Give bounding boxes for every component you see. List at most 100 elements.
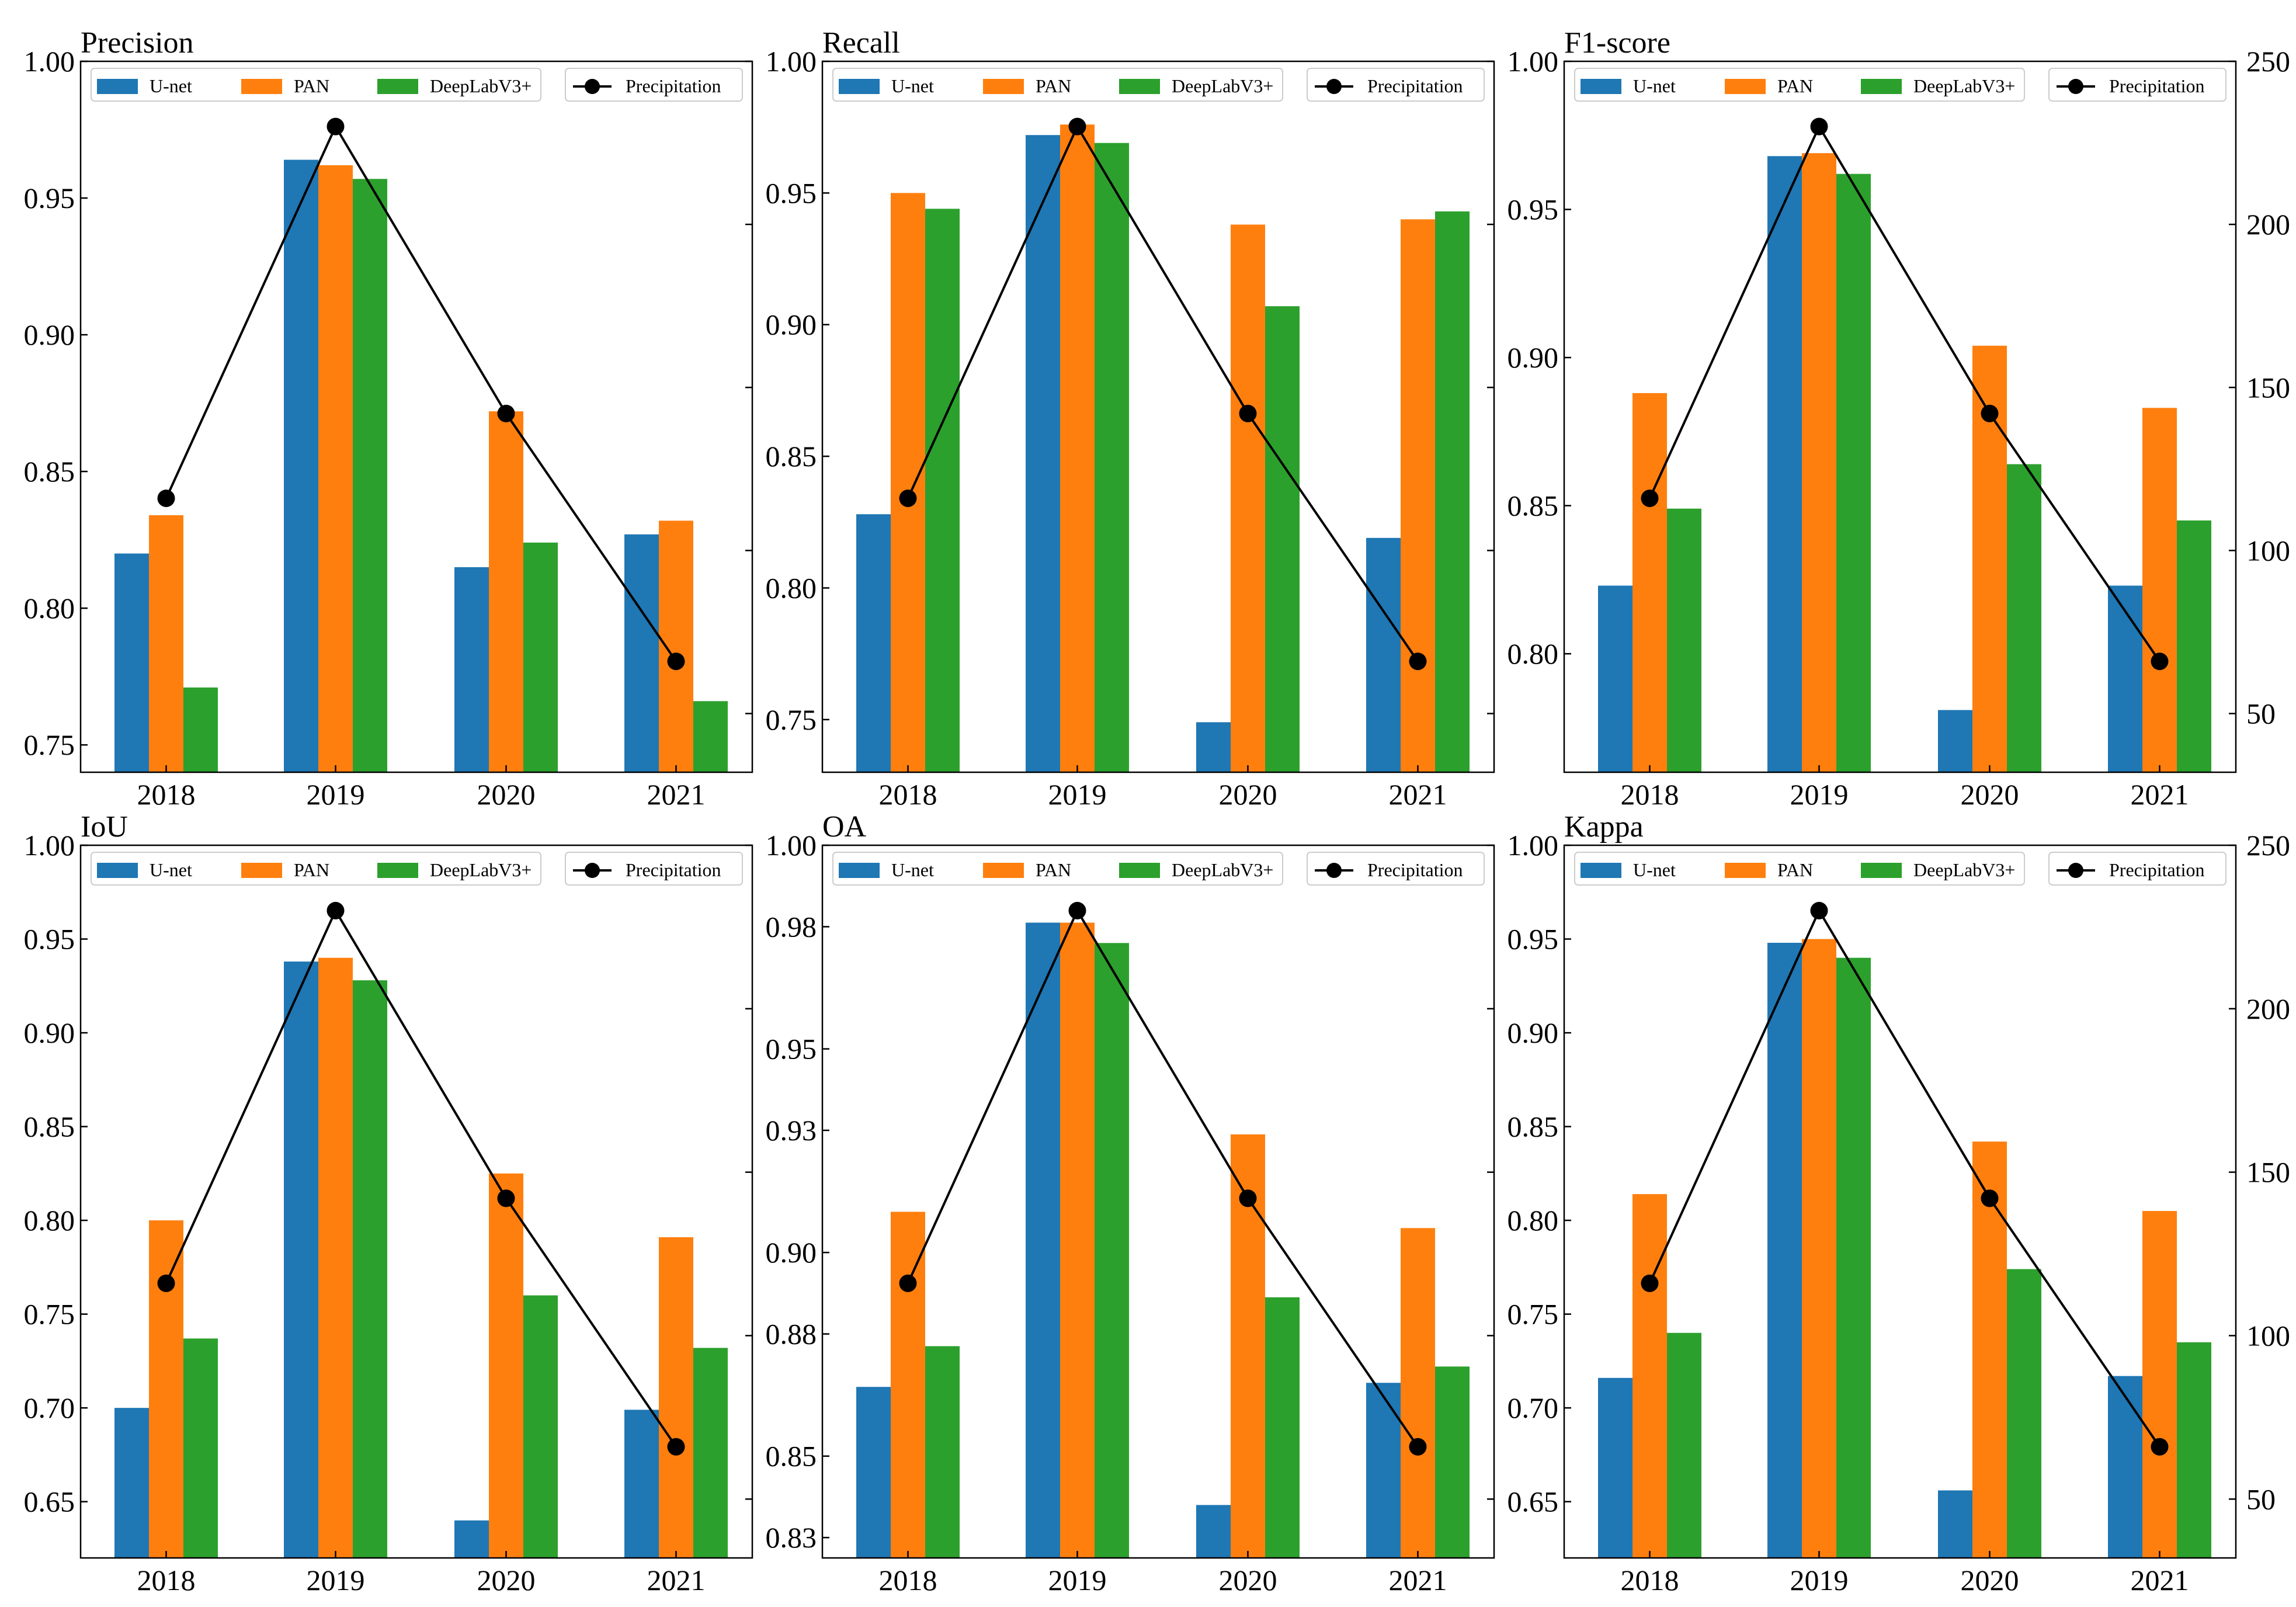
y-tick-label: 1.00 bbox=[1507, 45, 1559, 78]
precipitation-point-2019 bbox=[1810, 901, 1828, 919]
y2-tick-label: 100 bbox=[2246, 1319, 2290, 1352]
plot-frame bbox=[79, 844, 753, 1559]
x-tick-label: 2018 bbox=[1621, 778, 1679, 811]
legend-label: PAN bbox=[1036, 75, 1071, 96]
bar-unet-2019 bbox=[1767, 156, 1802, 773]
legend-marker-precipitation bbox=[585, 863, 600, 878]
legend-marker-precipitation bbox=[1326, 863, 1342, 878]
legend-swatch-deeplabv3 bbox=[1119, 79, 1160, 94]
legend-label: U-net bbox=[891, 75, 934, 96]
x-tick-label: 2021 bbox=[1389, 1564, 1447, 1596]
bar-pan-2018 bbox=[1632, 393, 1667, 772]
bar-pan-2019 bbox=[318, 957, 353, 1558]
precipitation-line bbox=[165, 908, 678, 1448]
bar-deeplabv3-2021 bbox=[2177, 1342, 2211, 1558]
precipitation-point-2020 bbox=[1239, 1189, 1257, 1207]
y-tick-label: 1.00 bbox=[24, 45, 75, 78]
y-tick-label: 0.83 bbox=[766, 1521, 817, 1554]
y2-tick-label: 50 bbox=[2246, 697, 2276, 730]
legend-swatch-deeplabv3 bbox=[1119, 863, 1160, 878]
legend-swatch-deeplabv3 bbox=[1861, 79, 1902, 94]
legend-swatch-deeplabv3 bbox=[1861, 863, 1902, 878]
precipitation-line bbox=[165, 124, 678, 662]
bar-pan-2018 bbox=[149, 515, 183, 772]
bar-deeplabv3-2020 bbox=[523, 542, 558, 772]
y-tick-label: 0.95 bbox=[1507, 923, 1559, 956]
legend: U-net PAN DeepLabV3+ Precipitation bbox=[1574, 852, 2226, 886]
bar-deeplabv3-2018 bbox=[925, 209, 960, 773]
legend-marker-precipitation bbox=[1326, 79, 1342, 94]
legend-label: U-net bbox=[891, 859, 934, 880]
precipitation-point-2021 bbox=[1409, 652, 1427, 671]
y2-tick-label: 200 bbox=[2246, 992, 2290, 1025]
bar-unet-2021 bbox=[624, 534, 659, 772]
y-tick-label: 0.95 bbox=[1507, 193, 1559, 226]
panel-title: Kappa bbox=[1564, 810, 1644, 844]
bar-pan-2021 bbox=[2142, 408, 2177, 772]
bar-pan-2021 bbox=[1401, 219, 1435, 772]
x-tick-label: 2019 bbox=[1048, 778, 1107, 811]
y-tick-label: 0.95 bbox=[24, 923, 75, 956]
bar-deeplabv3-2019 bbox=[1836, 173, 1871, 773]
bar-pan-2021 bbox=[659, 1237, 693, 1558]
bar-pan-2021 bbox=[1401, 1228, 1435, 1558]
legend-box bbox=[1574, 852, 2025, 886]
plot-frame bbox=[1563, 60, 2237, 773]
x-tick-label: 2018 bbox=[1621, 1564, 1679, 1596]
y-tick-label: 0.70 bbox=[24, 1391, 75, 1424]
bar-pan-2019 bbox=[1802, 939, 1836, 1558]
y2-tick-label: 250 bbox=[2246, 829, 2290, 862]
legend-box bbox=[832, 68, 1283, 102]
bar-deeplabv3-2021 bbox=[1435, 1366, 1470, 1558]
legend-swatch-unet bbox=[1581, 79, 1621, 94]
bar-pan-2018 bbox=[891, 1212, 925, 1558]
precipitation-line bbox=[1648, 908, 2161, 1448]
y-tick-label: 1.00 bbox=[24, 829, 75, 862]
bar-deeplabv3-2019 bbox=[1836, 957, 1871, 1558]
precipitation-point-2019 bbox=[326, 901, 345, 919]
plot-frame bbox=[821, 844, 1495, 1559]
bar-unet-2019 bbox=[1026, 135, 1060, 773]
panel-title: IoU bbox=[81, 810, 128, 844]
bar-deeplabv3-2020 bbox=[2007, 1269, 2041, 1558]
legend-label: PAN bbox=[1036, 859, 1071, 880]
legend-label: DeepLabV3+ bbox=[1913, 859, 2015, 880]
x-tick-label: 2019 bbox=[307, 1564, 365, 1596]
legend-label: Precipitation bbox=[626, 75, 721, 96]
precipitation-point-2020 bbox=[1239, 404, 1257, 422]
bar-deeplabv3-2019 bbox=[1095, 143, 1129, 773]
legend-swatch-pan bbox=[983, 79, 1024, 94]
bar-unet-2018 bbox=[114, 1408, 149, 1558]
y-tick-label: 0.80 bbox=[24, 592, 75, 624]
bar-deeplabv3-2018 bbox=[183, 687, 218, 772]
precipitation-line bbox=[1648, 124, 2161, 662]
x-tick-label: 2019 bbox=[1048, 1564, 1107, 1596]
y-tick-label: 0.90 bbox=[1507, 1016, 1559, 1049]
chart-panel-f1-score: 0.80 0.85 0.90 0.95 1.00 50 100 150 200 250 2018 20… bbox=[1507, 26, 2291, 811]
chart-panel-kappa: 0.65 0.70 0.75 0.80 0.85 0.90 0.95 1.00 50 100 150… bbox=[1507, 810, 2291, 1596]
bar-deeplabv3-2021 bbox=[693, 1348, 728, 1558]
bar-unet-2020 bbox=[1938, 710, 1972, 772]
legend: U-net PAN DeepLabV3+ Precipitation bbox=[832, 852, 1485, 886]
y-tick-label: 0.95 bbox=[766, 1033, 817, 1065]
panel-title: Recall bbox=[822, 26, 900, 60]
y-tick-label: 0.80 bbox=[766, 571, 817, 604]
y-tick-label: 0.65 bbox=[24, 1485, 75, 1518]
bar-pan-2019 bbox=[318, 165, 353, 772]
legend-label: PAN bbox=[294, 75, 329, 96]
legend-swatch-deeplabv3 bbox=[377, 863, 418, 878]
bar-deeplabv3-2019 bbox=[353, 179, 387, 772]
y-tick-label: 0.90 bbox=[1507, 341, 1559, 374]
legend-swatch-pan bbox=[1725, 863, 1766, 878]
y-tick-label: 1.00 bbox=[766, 829, 817, 862]
y-tick-label: 0.90 bbox=[24, 1016, 75, 1049]
bar-pan-2018 bbox=[1632, 1194, 1667, 1558]
precipitation-point-2018 bbox=[1641, 490, 1659, 508]
precipitation-point-2019 bbox=[1810, 117, 1828, 136]
precipitation-point-2020 bbox=[497, 1189, 515, 1207]
bar-unet-2019 bbox=[284, 962, 318, 1558]
legend-label: U-net bbox=[1633, 75, 1676, 96]
x-tick-label: 2018 bbox=[137, 1564, 196, 1596]
legend-box bbox=[2048, 68, 2226, 102]
